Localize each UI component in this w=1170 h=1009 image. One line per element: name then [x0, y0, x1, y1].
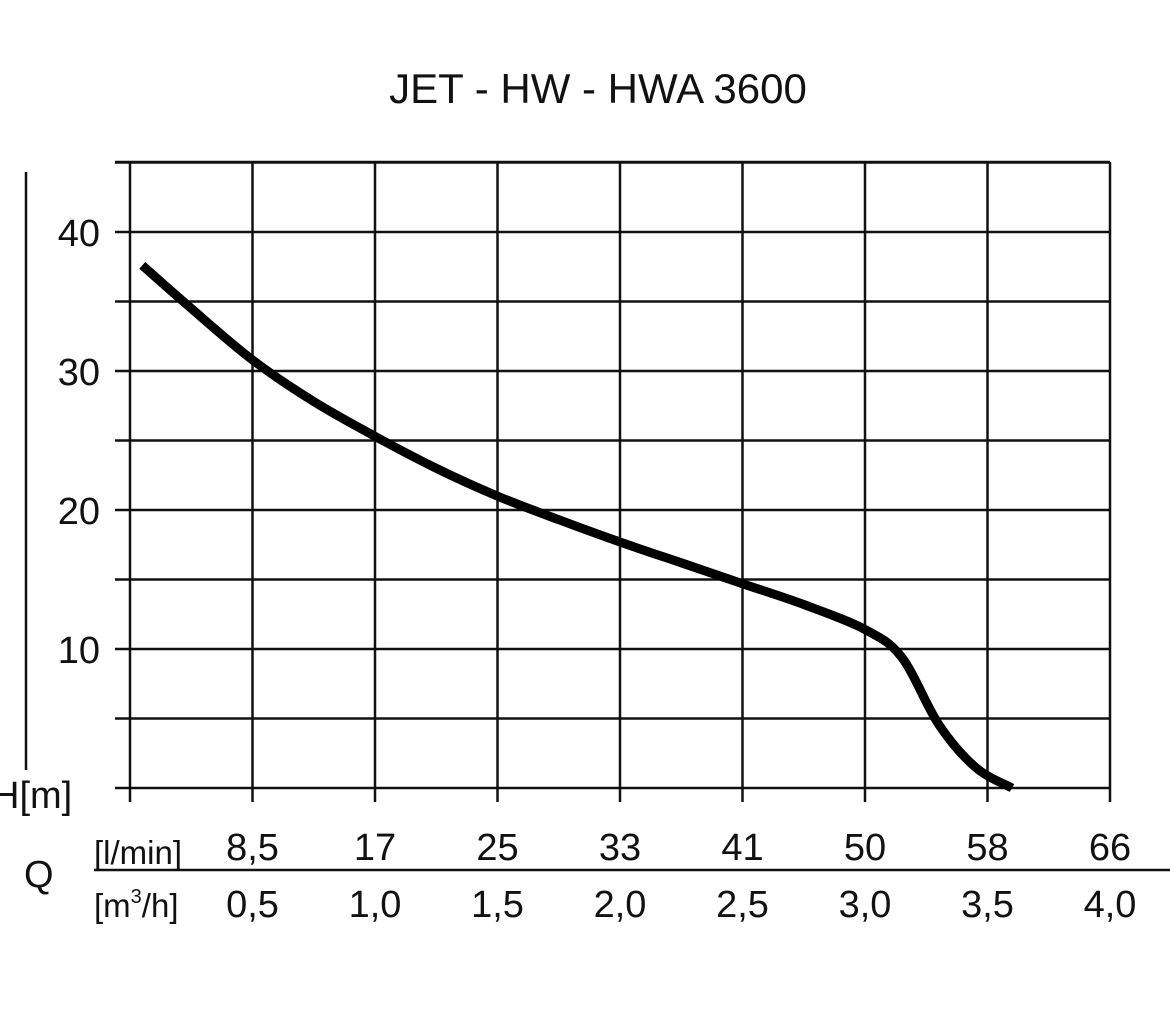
x-unit-m3h-exponent: 3	[131, 886, 142, 908]
x-tick-label-lmin: 33	[599, 827, 641, 869]
x-tick-label-m3h: 1,5	[471, 884, 524, 926]
x-tick-label-lmin: 41	[721, 827, 763, 869]
x-tick-label-m3h: 3,5	[961, 884, 1014, 926]
x-tick-label-m3h: 1,0	[349, 884, 402, 926]
x-unit-m3h-tail: /h]	[142, 887, 179, 924]
y-tick-label: 30	[58, 352, 100, 394]
x-tick-label-lmin: 17	[354, 827, 396, 869]
y-tick-label: 20	[58, 491, 100, 533]
y-tick-label: 10	[58, 630, 100, 672]
x-tick-label-lmin: 25	[476, 827, 518, 869]
y-tick-label: 40	[58, 213, 100, 255]
x-tick-label-m3h: 2,5	[716, 884, 769, 926]
x-tick-label-lmin: 50	[844, 827, 886, 869]
x-tick-label-m3h: 2,0	[594, 884, 647, 926]
series-line	[142, 265, 1012, 788]
x-tick-label-lmin: 58	[966, 827, 1008, 869]
x-unit-lmin: [l/min]	[94, 834, 182, 871]
x-tick-label-m3h: 0,5	[226, 884, 279, 926]
chart-title: JET - HW - HWA 3600	[389, 65, 807, 112]
axes	[26, 172, 1170, 870]
x-unit-m3h: [m3/h]	[94, 886, 179, 924]
x-tick-label-lmin: 8,5	[226, 827, 279, 869]
x-tick-label-m3h: 3,0	[839, 884, 892, 926]
x-axis-label: Q	[24, 854, 54, 896]
x-tick-label-m3h: 4,0	[1084, 884, 1137, 926]
tick-labels: 10 20 30 40 8,5 0,5 17 1,0 25 1,5 33 2,0 41 2,5 50 3,0 5…	[58, 213, 1137, 926]
x-tick-label-lmin: 66	[1089, 827, 1131, 869]
grid	[115, 162, 1110, 802]
y-axis-label: H[m]	[0, 775, 72, 817]
x-unit-m3h-base: [m	[94, 887, 131, 924]
series-layer	[142, 265, 1012, 788]
